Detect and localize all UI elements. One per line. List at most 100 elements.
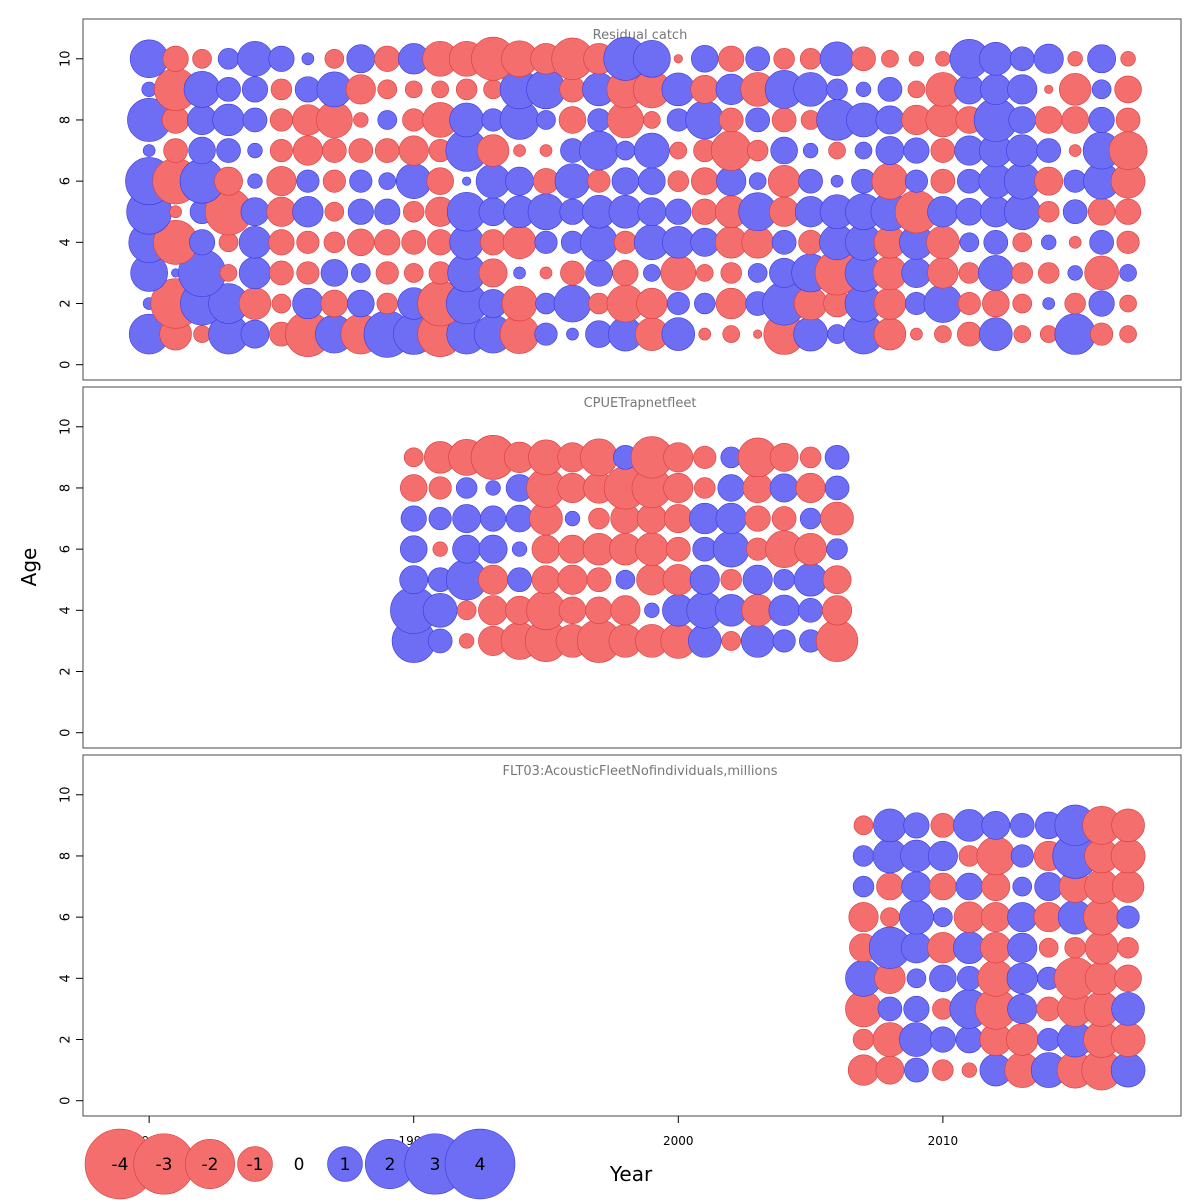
bubble-positive: [768, 594, 800, 626]
bubble-positive: [855, 81, 872, 98]
bubble-positive: [929, 1026, 956, 1053]
bubble-negative: [710, 130, 752, 171]
bubble-positive: [247, 142, 263, 159]
bubble-positive: [1037, 1027, 1061, 1052]
bubble-positive: [661, 317, 696, 351]
bubble-positive: [566, 327, 579, 341]
bubble-positive: [505, 504, 534, 533]
bubble-negative: [1090, 322, 1114, 346]
bubble-negative: [323, 231, 346, 254]
bubble-negative: [636, 503, 667, 534]
bubble-negative: [1087, 197, 1116, 226]
bubble-positive: [292, 196, 324, 228]
bubble-negative: [218, 232, 239, 253]
bubble-positive: [687, 624, 722, 658]
bubble-negative: [1067, 51, 1083, 67]
panel-title: Residual catch: [593, 28, 688, 43]
bubble-negative: [876, 872, 904, 901]
panel-title: FLT03:AcousticFleetNofindividuals,millio…: [503, 764, 778, 779]
x-tick-label: 2010: [928, 1134, 959, 1148]
x-tick-label: 2000: [663, 1134, 694, 1148]
bubble-positive: [745, 46, 770, 72]
legend-bubble-positive: [327, 1146, 363, 1182]
bubble-positive: [422, 593, 458, 628]
bubble-positive: [399, 535, 428, 563]
bubble-positive: [846, 102, 881, 138]
bubble-negative: [635, 532, 669, 566]
bubble-positive: [142, 144, 156, 157]
bubble-positive: [900, 932, 933, 964]
bubble-positive: [819, 41, 855, 77]
bubble-negative: [399, 474, 428, 502]
bubble-positive: [240, 319, 270, 349]
legend-item: 0: [294, 1155, 305, 1175]
bubble-positive: [904, 1057, 929, 1083]
bubble-negative: [746, 139, 769, 162]
bubble-positive: [694, 292, 716, 315]
bubble-positive: [296, 169, 320, 193]
bubble-positive: [395, 163, 432, 199]
bubble-negative: [910, 327, 923, 341]
bubble-negative: [269, 260, 294, 286]
bubble-negative: [403, 447, 424, 468]
bubble-positive: [1008, 106, 1036, 134]
bubble-positive: [875, 136, 905, 165]
bubble-negative: [398, 135, 429, 166]
bubble-positive: [745, 107, 770, 133]
bubble-negative: [718, 45, 745, 72]
bubble-negative: [403, 263, 424, 283]
bubble-negative: [767, 164, 801, 198]
bubble-positive: [748, 172, 767, 190]
y-tick-label: 4: [59, 606, 74, 614]
bubble-positive: [564, 510, 581, 527]
bubble-positive: [770, 136, 798, 165]
bubble-positive: [712, 530, 750, 568]
bubble-positive: [240, 197, 270, 227]
legend-item: -4: [84, 1128, 156, 1200]
bubble-positive: [513, 266, 526, 280]
bubble-negative: [958, 262, 981, 284]
bubble-negative: [741, 226, 774, 259]
bubble-positive: [1034, 872, 1064, 901]
bubble-negative: [266, 196, 297, 227]
bubble-negative: [219, 264, 238, 282]
bubble-negative: [815, 619, 859, 663]
bubble-negative: [316, 101, 353, 139]
x-axis: 1980199020002010: [134, 1116, 958, 1148]
bubble-positive: [399, 565, 429, 595]
bubble-negative: [353, 112, 369, 128]
bubble-negative: [669, 141, 688, 160]
bubble-positive: [1116, 905, 1140, 929]
bubble-negative: [953, 901, 985, 933]
bubble-negative: [432, 541, 448, 557]
bubble-positive: [852, 845, 875, 867]
bubble-positive: [452, 504, 482, 533]
bubble-positive: [428, 507, 452, 531]
bubble-positive: [923, 284, 963, 323]
bubble-positive: [507, 567, 532, 593]
bubble-positive: [773, 569, 795, 591]
bubble-positive: [798, 598, 823, 623]
bubble-negative: [403, 201, 425, 223]
bubble-negative: [794, 532, 827, 566]
bubble-positive: [690, 227, 720, 257]
legend-label: 4: [475, 1155, 486, 1175]
bubble-positive: [793, 72, 828, 107]
legend-item: -2: [184, 1138, 236, 1190]
legend-label: 0: [294, 1155, 305, 1175]
bubble-negative: [934, 325, 952, 343]
bubbles: [390, 434, 859, 663]
bubble-negative: [1111, 870, 1145, 903]
bubble-positive: [933, 907, 953, 927]
bubble-positive: [798, 168, 823, 194]
bubble-positive: [979, 42, 1013, 76]
bubble-negative: [192, 48, 212, 69]
bubble-positive: [378, 172, 397, 190]
bubble-negative: [456, 600, 477, 621]
bubble-negative: [557, 472, 588, 503]
bubble-positive: [462, 176, 472, 186]
y-tick-label: 2: [59, 299, 74, 307]
bubble-positive: [830, 174, 844, 188]
bubble-negative: [558, 596, 587, 625]
bubble-negative: [742, 472, 773, 503]
